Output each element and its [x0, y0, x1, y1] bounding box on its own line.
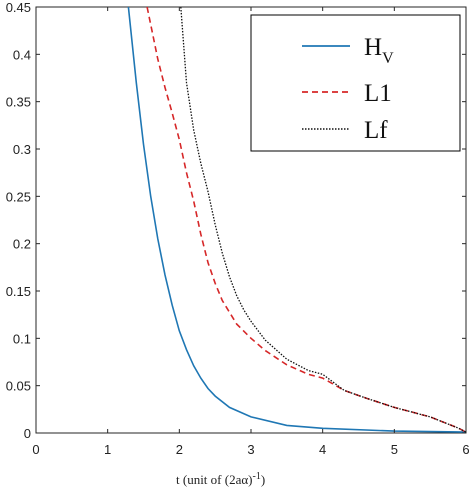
x-tick-label: 0	[32, 442, 39, 457]
series-line-hv	[127, 7, 466, 433]
legend-label: Lf	[364, 117, 388, 144]
y-tick-label: 0.25	[6, 189, 31, 204]
y-tick-label: 0.35	[6, 95, 31, 110]
x-tick-label: 6	[462, 442, 469, 457]
y-tick-label: 0.1	[13, 331, 31, 346]
x-axis-title: t (unit of (2aα)-1)	[176, 471, 265, 487]
y-tick-label: 0.05	[6, 379, 31, 394]
x-tick-label: 1	[104, 442, 111, 457]
y-tick-label: 0	[24, 426, 31, 441]
x-tick-label: 5	[391, 442, 398, 457]
y-tick-label: 0.4	[13, 47, 31, 62]
legend-box	[250, 14, 461, 152]
y-tick-label: 0.2	[13, 237, 31, 252]
legend-label: HV	[364, 34, 394, 67]
legend: HV L1 Lf	[250, 14, 461, 152]
series-line-l1	[146, 7, 466, 433]
y-tick-label: 0.3	[13, 142, 31, 157]
axis-ticks: 0 1 2 3 4 5 6 0 0.05 0.1 0.15 0.2 0.25 0.3 0.35 0.4 0.45	[6, 0, 470, 457]
series-line-lf	[180, 7, 466, 433]
series-layer	[127, 7, 466, 433]
y-tick-label: 0.15	[6, 284, 31, 299]
x-tick-label: 2	[176, 442, 183, 457]
x-tick-label: 4	[319, 442, 326, 457]
legend-label: L1	[364, 80, 392, 107]
y-tick-label: 0.45	[6, 0, 31, 15]
x-tick-label: 3	[247, 442, 254, 457]
